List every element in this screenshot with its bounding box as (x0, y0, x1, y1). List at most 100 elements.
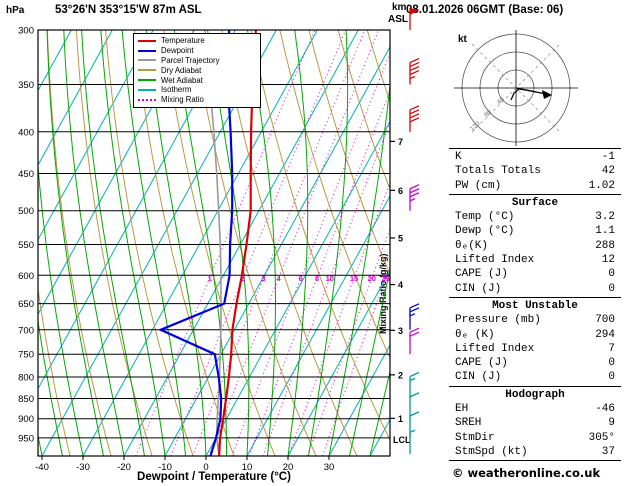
pressure-tick-label: 550 (18, 240, 34, 251)
mixing-ratio-axis-label: Mixing Ratio (g/kg) (378, 254, 388, 335)
param-label: StmDir (455, 431, 495, 444)
param-row: Lifted Index 7 (449, 342, 621, 356)
param-value: 288 (595, 239, 615, 252)
run-datetime: 08.01.2026 06GMT (Base: 06) (406, 4, 564, 16)
param-value: 7 (608, 342, 615, 355)
param-value: 42 (601, 165, 615, 178)
param-row: Pressure (mb) 700 (449, 313, 621, 327)
wind-barb (409, 184, 420, 211)
param-label: SREH (455, 417, 482, 430)
lcl-label: LCL (393, 435, 411, 445)
legend-item: Temperature (138, 36, 256, 46)
param-row: StmSpd (kt) 37 (449, 445, 621, 459)
hodograph-ring-label: 40 (496, 96, 506, 106)
param-row: Temp (°C) 3.2 (449, 210, 621, 224)
pressure-tick-label: 350 (18, 80, 34, 91)
param-row: PW (cm) 1.02 (449, 179, 621, 193)
param-value: 700 (595, 314, 615, 327)
pressure-tick-label: 600 (18, 271, 34, 282)
x-axis-title: Dewpoint / Temperature (°C) (137, 471, 291, 483)
wind-barb (409, 429, 416, 455)
param-row: CIN (J) 0 (449, 282, 621, 296)
param-label: Dewp (°C) (455, 225, 515, 238)
wind-barb (409, 327, 420, 355)
legend-item: Dry Adiabat (138, 65, 256, 75)
wind-barb (409, 371, 420, 399)
pressure-tick-label: 950 (18, 433, 34, 444)
param-row: CAPE (J) 0 (449, 267, 621, 281)
temperature-line (218, 30, 257, 456)
pressure-tick-label: 650 (18, 299, 34, 310)
parcel-trajectory-line (204, 30, 222, 456)
param-value: -46 (595, 403, 615, 416)
pressure-tick-label: 750 (18, 350, 34, 361)
mixing-ratio-line-label: 15 (350, 274, 358, 283)
temp-tick-label: 10 (242, 462, 253, 473)
hodograph-ring-label: 80 (483, 109, 493, 119)
pressure-tick-label: 850 (18, 394, 34, 405)
mixing-ratio-line-label: 8 (315, 274, 319, 283)
param-label: StmSpd (kt) (455, 445, 528, 458)
dewpoint-line (157, 30, 234, 456)
table-section: Most Unstable Pressure (mb) 700 θₑ (K) 294 Li… (449, 296, 621, 386)
skewt-graticule (38, 30, 390, 456)
pressure-tick-label: 300 (18, 26, 34, 37)
param-label: Lifted Index (455, 342, 535, 355)
pressure-axis-unit: hPa (6, 5, 25, 16)
legend-item: Mixing Ratio (138, 95, 256, 105)
legend-swatch (138, 59, 156, 62)
copyright: © weatheronline.co.uk (452, 466, 601, 480)
mixing-ratio-line-label: 10 (326, 274, 334, 283)
param-label: PW (cm) (455, 179, 502, 192)
legend-swatch (138, 79, 156, 82)
legend: Temperature Dewpoint Parcel Trajectory Dry … (133, 33, 261, 108)
temp-tick-label: 30 (324, 462, 335, 473)
legend-item: Parcel Trajectory (138, 56, 256, 66)
param-row: EH -46 (449, 402, 621, 416)
param-row: θₑ(K) 288 (449, 239, 621, 253)
km-tick-label: 3 (398, 326, 403, 336)
km-tick-label: 4 (398, 280, 403, 290)
param-label: Pressure (mb) (455, 314, 541, 327)
param-label: Temp (°C) (455, 211, 515, 224)
param-label: CIN (J) (455, 371, 502, 384)
param-value: 305° (588, 431, 615, 444)
storm-motion-arrow (515, 87, 547, 95)
section-title: Hodograph (505, 388, 565, 401)
param-label: θₑ (K) (455, 328, 495, 341)
param-value: 1.02 (588, 179, 615, 192)
param-label: K (455, 151, 462, 163)
temp-tick-label: -10 (158, 462, 172, 473)
param-row: θₑ (K) 294 (449, 328, 621, 342)
param-value: 3.2 (595, 211, 615, 224)
height-axis-unit-asl: ASL (388, 14, 408, 25)
legend-label: Dry Adiabat (161, 65, 202, 75)
storm-motion-arrowhead (542, 90, 552, 99)
param-row: K -1 (449, 150, 621, 164)
legend-label: Parcel Trajectory (161, 55, 220, 65)
mixing-ratio-line-label: 4 (277, 274, 282, 283)
wind-barb (409, 105, 420, 132)
wind-barb (409, 8, 419, 30)
param-value: 1.1 (595, 225, 615, 238)
legend-item: Wet Adiabat (138, 75, 256, 85)
param-value: 0 (608, 268, 615, 281)
mixing-ratio-line-label: 2 (241, 274, 245, 283)
param-row: CAPE (J) 0 (449, 356, 621, 370)
param-label: CAPE (J) (455, 357, 508, 370)
pressure-tick-label: 450 (18, 169, 34, 180)
param-row: CIN (J) 0 (449, 370, 621, 384)
mixing-ratio-line-label: 1 (208, 274, 212, 283)
param-label: θₑ(K) (455, 239, 489, 252)
param-value: 294 (595, 328, 615, 341)
param-value: -1 (601, 151, 615, 163)
param-row: SREH 9 (449, 416, 621, 430)
station-title: 53°26'N 353°15'W 87m ASL (55, 4, 202, 16)
table-section: K -1 Totals Totals 42 PW (cm) 1.02 (449, 149, 621, 194)
wind-barb (409, 57, 420, 85)
section-title: Surface (511, 196, 559, 209)
legend-swatch (138, 98, 156, 101)
legend-label: Wet Adiabat (161, 75, 203, 85)
